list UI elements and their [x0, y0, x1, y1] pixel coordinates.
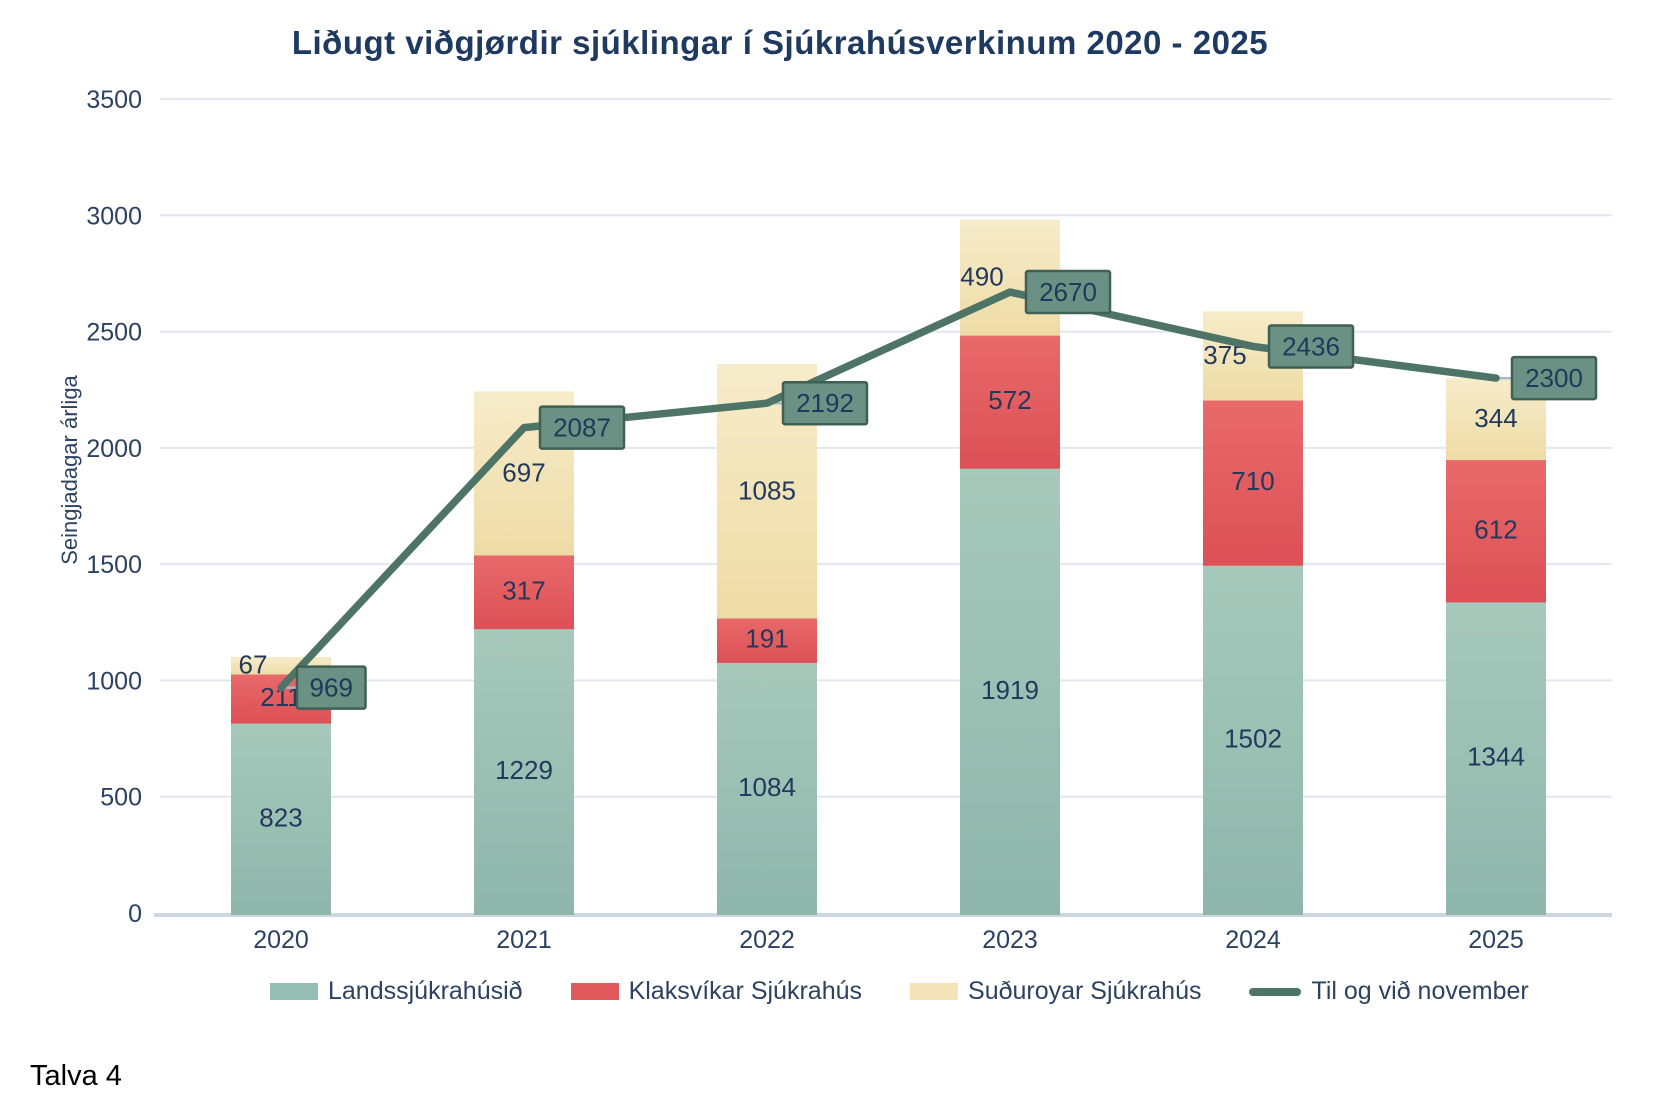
legend-swatch-icon — [910, 983, 959, 1000]
line-value-label: 2300 — [1525, 363, 1583, 393]
bar-value-label: 317 — [502, 575, 545, 605]
bar-value-label: 1085 — [738, 475, 796, 505]
bar-segment — [231, 721, 331, 915]
bar-value-label: 612 — [1474, 514, 1517, 544]
line-value-label: 2670 — [1039, 277, 1097, 307]
line-value-label: 2436 — [1282, 331, 1340, 361]
bar-segment — [1446, 458, 1546, 603]
bar-value-label: 67 — [239, 650, 268, 680]
line-value-label: 969 — [310, 673, 353, 703]
bar-value-label: 344 — [1474, 403, 1517, 433]
bar-value-label: 1344 — [1467, 742, 1525, 772]
bar-segment — [1203, 563, 1303, 915]
line-value-box — [781, 380, 869, 426]
line-value-box — [1267, 324, 1355, 369]
bar-segment — [960, 333, 1060, 469]
bar-segment — [474, 553, 574, 630]
y-tick-label: 2000 — [86, 435, 142, 463]
legend-swatch-icon — [270, 983, 318, 1000]
bar-segment — [1446, 600, 1546, 915]
legend-label: Suðuroyar Sjúkrahús — [968, 977, 1202, 1005]
x-tick-label: 2021 — [496, 926, 552, 954]
x-tick-label: 2025 — [1468, 926, 1524, 954]
line-value-box — [1024, 269, 1112, 315]
x-tick-label: 2022 — [739, 926, 795, 954]
line-value-label: 2087 — [553, 413, 611, 443]
bar-segment — [1203, 398, 1303, 566]
x-tick-label: 2023 — [982, 926, 1038, 954]
y-tick-label: 3000 — [86, 202, 142, 230]
bar-value-label: 572 — [988, 385, 1031, 415]
x-tick-label: 2020 — [253, 926, 309, 954]
y-tick-label: 2500 — [86, 319, 142, 347]
legend-label: Til og við november — [1311, 977, 1529, 1005]
bar-value-label: 191 — [745, 624, 788, 654]
chart-legend: Landssjúkrahúsið Klaksvíkar Sjúkrahús Suðu… — [270, 977, 1529, 1006]
line-value-box — [1510, 355, 1598, 401]
y-tick-label: 3500 — [86, 86, 142, 114]
bar-value-label: 1229 — [495, 755, 553, 785]
line-value-box — [538, 405, 626, 450]
bar-segment — [717, 616, 817, 663]
bar-value-label: 697 — [502, 457, 545, 487]
legend-swatch-icon — [570, 983, 619, 1000]
y-tick-label: 1500 — [86, 551, 142, 579]
figure-caption: Talva 4 — [30, 1060, 122, 1092]
bar-value-label: 1502 — [1224, 723, 1282, 753]
line-value-label: 2192 — [796, 388, 854, 418]
line-value-box — [295, 665, 367, 710]
legend-item: Til og við november — [1249, 977, 1529, 1006]
bar-segment — [960, 466, 1060, 915]
bar-value-label: 490 — [960, 262, 1003, 292]
y-tick-label: 500 — [100, 784, 142, 812]
legend-item: Suðuroyar Sjúkrahús — [910, 977, 1201, 1006]
y-tick-label: 1000 — [86, 667, 142, 695]
bar-segment — [474, 627, 574, 915]
legend-label: Klaksvíkar Sjúkrahús — [628, 977, 863, 1005]
bar-segment — [717, 660, 817, 915]
legend-line-swatch-icon — [1249, 987, 1302, 996]
chart-title: Liðugt viðgjørdir sjúklingar í Sjúkrahús… — [291, 24, 1269, 61]
legend-item: Landssjúkrahúsið — [270, 977, 523, 1006]
legend-item: Klaksvíkar Sjúkrahús — [570, 977, 863, 1006]
bar-value-label: 710 — [1231, 466, 1274, 496]
bar-value-label: 823 — [259, 802, 302, 832]
y-tick-label: 0 — [128, 900, 142, 928]
bar-value-label: 1084 — [738, 772, 796, 802]
x-tick-label: 2024 — [1225, 926, 1281, 954]
bar-value-label: 1919 — [981, 675, 1039, 705]
legend-label: Landssjúkrahúsið — [328, 977, 523, 1005]
